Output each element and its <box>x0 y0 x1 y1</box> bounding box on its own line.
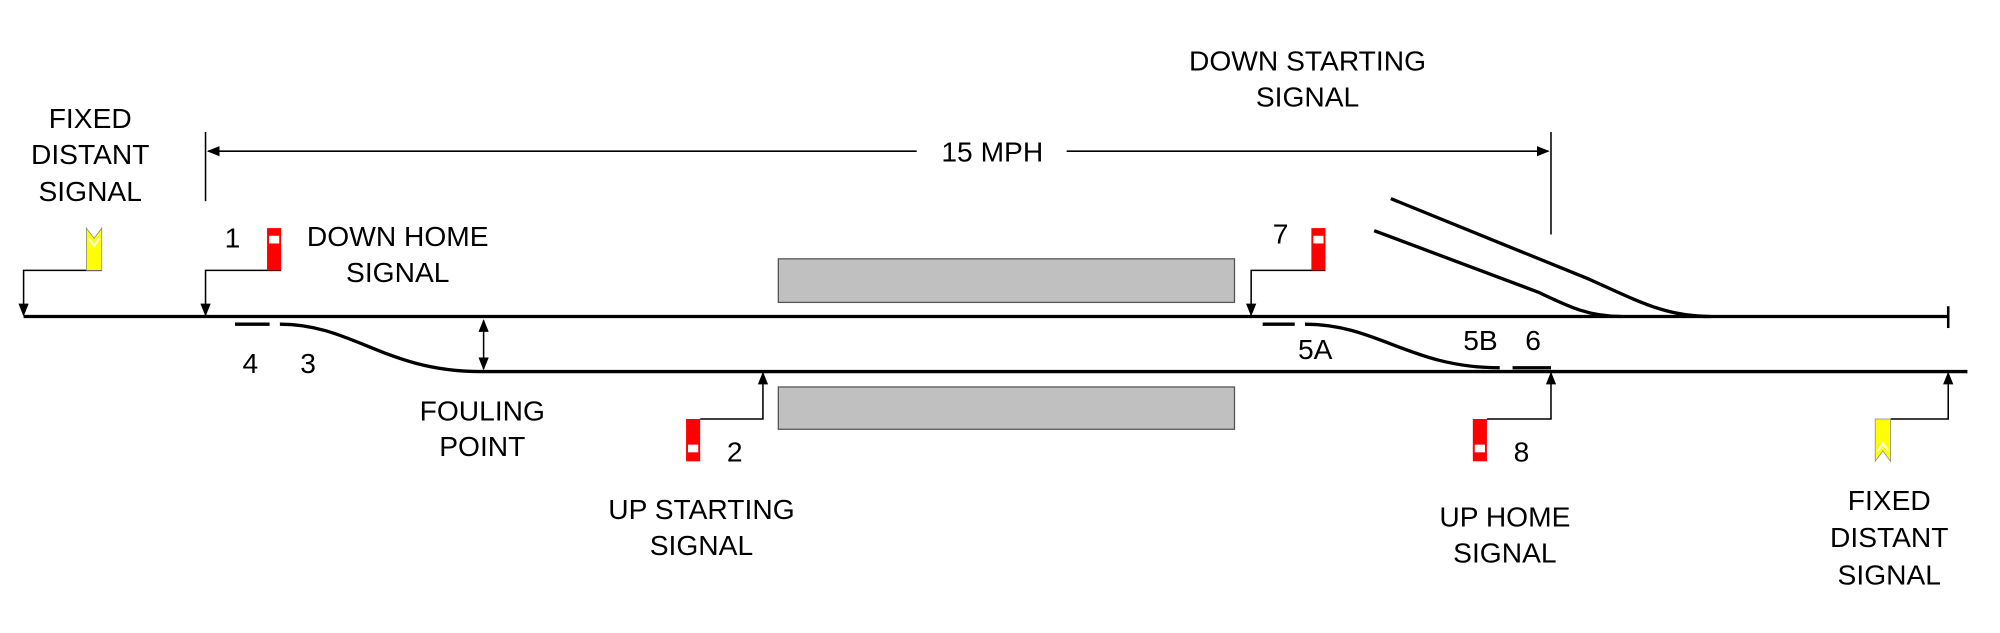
starting-signal-2-icon <box>686 419 701 462</box>
home-signal-1-icon <box>267 228 282 271</box>
post-fixed-distant-left <box>18 269 102 317</box>
post-signal-2 <box>700 371 769 420</box>
caption-line: SIGNAL <box>1453 537 1556 569</box>
lever-1: 1 <box>225 221 241 253</box>
caption-fouling-point: FOULING POINT <box>420 394 545 462</box>
siding-lower <box>1373 229 1622 319</box>
caption-line: DISTANT <box>31 138 150 170</box>
post-signal-7 <box>1246 269 1326 317</box>
caption-line: UP STARTING <box>608 493 794 525</box>
caption-line: SIGNAL <box>1838 558 1941 590</box>
post-signal-8 <box>1486 371 1557 420</box>
lever-4: 4 <box>243 347 259 379</box>
lever-6: 6 <box>1525 324 1541 356</box>
caption-line: FOULING <box>420 394 545 426</box>
lever-8: 8 <box>1514 435 1530 467</box>
caption-up-starting: UP STARTING SIGNAL <box>608 493 794 561</box>
fixed-distant-signal-left-icon <box>85 226 103 271</box>
lever-5b: 5B <box>1463 324 1497 356</box>
caption-line: DOWN STARTING <box>1189 44 1426 76</box>
fixed-distant-signal-right-icon <box>1874 418 1891 463</box>
caption-line: FIXED <box>1848 484 1931 516</box>
caption-line: DISTANT <box>1830 521 1948 553</box>
platform-down <box>777 258 1236 304</box>
lever-2: 2 <box>727 435 743 467</box>
caption-line: SIGNAL <box>1256 80 1359 112</box>
home-signal-8-icon <box>1472 419 1487 462</box>
siding-upper <box>1390 197 1712 319</box>
speed-limit-label: 15 MPH <box>941 135 1043 167</box>
post-fixed-distant-right <box>1890 371 1954 420</box>
caption-line: SIGNAL <box>346 256 449 288</box>
lever-5a: 5A <box>1298 333 1333 365</box>
caption-line: DOWN HOME <box>307 220 489 252</box>
caption-fixed-distant-left: FIXED DISTANT SIGNAL <box>31 102 150 207</box>
crossover-5b <box>1304 322 1500 370</box>
home-signal-7-icon <box>1311 228 1326 271</box>
caption-line: UP HOME <box>1439 501 1570 533</box>
caption-line: SIGNAL <box>650 529 753 561</box>
caption-line: FIXED <box>49 102 132 134</box>
caption-down-starting: DOWN STARTING SIGNAL <box>1189 44 1426 112</box>
lever-3: 3 <box>300 347 316 379</box>
caption-up-home: UP HOME SIGNAL <box>1439 501 1570 569</box>
caption-line: POINT <box>439 430 525 462</box>
lever-7: 7 <box>1273 217 1289 249</box>
crossover-3 <box>279 322 482 374</box>
caption-line: SIGNAL <box>39 175 142 207</box>
caption-down-home: DOWN HOME SIGNAL <box>307 220 489 288</box>
post-signal-1 <box>200 269 282 317</box>
caption-fixed-distant-right: FIXED DISTANT SIGNAL <box>1830 484 1948 590</box>
platform-up <box>777 386 1236 430</box>
